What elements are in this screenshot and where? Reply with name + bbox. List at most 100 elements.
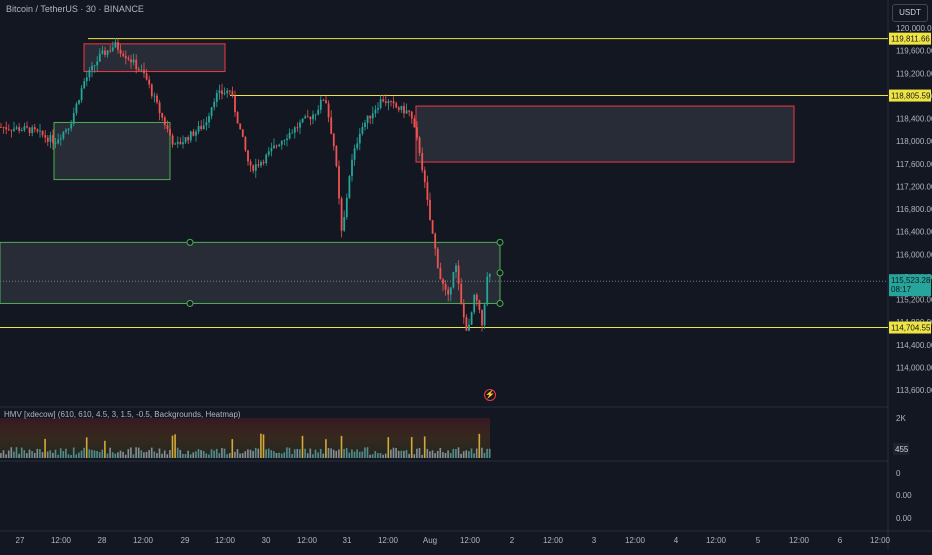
candle-body xyxy=(104,50,106,55)
zone-handle[interactable] xyxy=(186,238,194,246)
lightning-icon[interactable]: ⚡ xyxy=(484,389,496,401)
x-tick-label: 12:00 xyxy=(297,536,318,545)
volume-bar xyxy=(132,454,135,458)
volume-bar xyxy=(325,439,327,458)
candle-body xyxy=(291,132,294,134)
candle-body xyxy=(244,136,247,151)
volume-bar xyxy=(70,454,72,458)
x-tick-label: 12:00 xyxy=(51,536,72,545)
candle-body xyxy=(166,125,169,129)
volume-bar xyxy=(31,451,33,458)
volume-bar xyxy=(28,449,31,458)
candle-body xyxy=(470,312,473,325)
volume-bar xyxy=(403,450,405,458)
candle-body xyxy=(286,138,288,141)
candle-body xyxy=(231,91,234,96)
volume-bar xyxy=(205,453,208,458)
candle-body xyxy=(197,125,200,132)
volume-bar xyxy=(189,454,192,458)
volume-bar xyxy=(486,448,488,458)
volume-tag-bg xyxy=(893,443,909,455)
candle-body xyxy=(195,131,197,136)
indicator-label[interactable]: HMV [xdecow] (610, 610, 4.5, 3, 1.5, -0.… xyxy=(4,410,241,419)
y-tick-label: 116,800.00 xyxy=(896,205,932,214)
candle-body xyxy=(288,132,291,139)
currency-button[interactable]: USDT xyxy=(892,4,928,22)
candle-body xyxy=(361,127,364,134)
countdown-label: 08:17 xyxy=(891,285,912,294)
volume-bar xyxy=(44,438,46,458)
x-tick-label: 28 xyxy=(98,536,107,545)
volume-bar xyxy=(340,435,343,458)
candle-body xyxy=(335,146,338,167)
volume-bar xyxy=(130,447,132,458)
zone-handle[interactable] xyxy=(496,269,504,277)
candle-body xyxy=(239,123,242,130)
candle-body xyxy=(418,137,421,153)
volume-bar xyxy=(286,447,288,458)
zone-box xyxy=(0,241,501,304)
volume-bar xyxy=(101,449,104,458)
candle-body xyxy=(304,116,307,119)
volume-bar xyxy=(473,453,475,458)
candle-body xyxy=(98,53,101,62)
volume-bar xyxy=(127,449,130,458)
candle-body xyxy=(431,220,434,234)
volume-bar xyxy=(371,454,374,458)
candle-body xyxy=(192,131,195,136)
volume-bar xyxy=(174,434,176,458)
volume-bar xyxy=(46,451,49,458)
y-tick-label: 116,000.00 xyxy=(896,250,932,259)
candle-body xyxy=(179,141,182,145)
volume-bar xyxy=(309,448,312,458)
volume-bar xyxy=(54,449,57,458)
candle-body xyxy=(88,70,91,78)
volume-bar xyxy=(283,452,286,458)
price-line-label: 114,704.55 xyxy=(891,324,931,333)
x-tick-label: 12:00 xyxy=(870,536,891,545)
volume-bar xyxy=(488,448,491,458)
zone-box xyxy=(53,121,171,181)
lower-axis-label: 0.00 xyxy=(896,514,912,523)
volume-bar xyxy=(447,450,449,458)
volume-bar xyxy=(460,453,462,458)
candle-body xyxy=(317,109,320,115)
volume-bar xyxy=(153,451,156,458)
symbol-title[interactable]: Bitcoin / TetherUS · 30 · BINANCE xyxy=(6,4,144,14)
candle-body xyxy=(213,101,216,108)
volume-bar xyxy=(223,448,226,458)
volume-bar xyxy=(163,450,166,458)
volume-bar xyxy=(465,450,468,458)
volume-bar xyxy=(361,451,364,458)
volume-bar xyxy=(455,449,457,458)
candle-body xyxy=(236,112,239,124)
volume-bar xyxy=(405,449,408,458)
volume-bar xyxy=(431,450,434,458)
candle-body xyxy=(15,127,18,129)
zone-handle[interactable] xyxy=(496,238,504,246)
volume-bar xyxy=(41,452,44,458)
volume-bar xyxy=(23,450,26,458)
volume-bar xyxy=(319,448,322,458)
candle-body xyxy=(72,113,75,124)
volume-bar xyxy=(439,447,442,458)
volume-bar xyxy=(374,451,377,458)
zone-handle[interactable] xyxy=(186,299,194,307)
candle-body xyxy=(332,133,335,147)
candle-body xyxy=(397,107,400,110)
volume-bar xyxy=(158,448,161,458)
x-tick-label: 31 xyxy=(343,536,352,545)
candle-body xyxy=(150,84,153,97)
candle-body xyxy=(374,109,377,114)
volume-bar xyxy=(423,436,426,458)
volume-bar xyxy=(176,447,179,458)
volume-bar xyxy=(395,448,397,458)
candle-body xyxy=(434,233,437,249)
volume-bar xyxy=(252,450,254,458)
zone-handle[interactable] xyxy=(496,299,504,307)
candle-body xyxy=(325,100,327,104)
candle-body xyxy=(137,69,140,71)
volume-bar xyxy=(169,450,171,458)
